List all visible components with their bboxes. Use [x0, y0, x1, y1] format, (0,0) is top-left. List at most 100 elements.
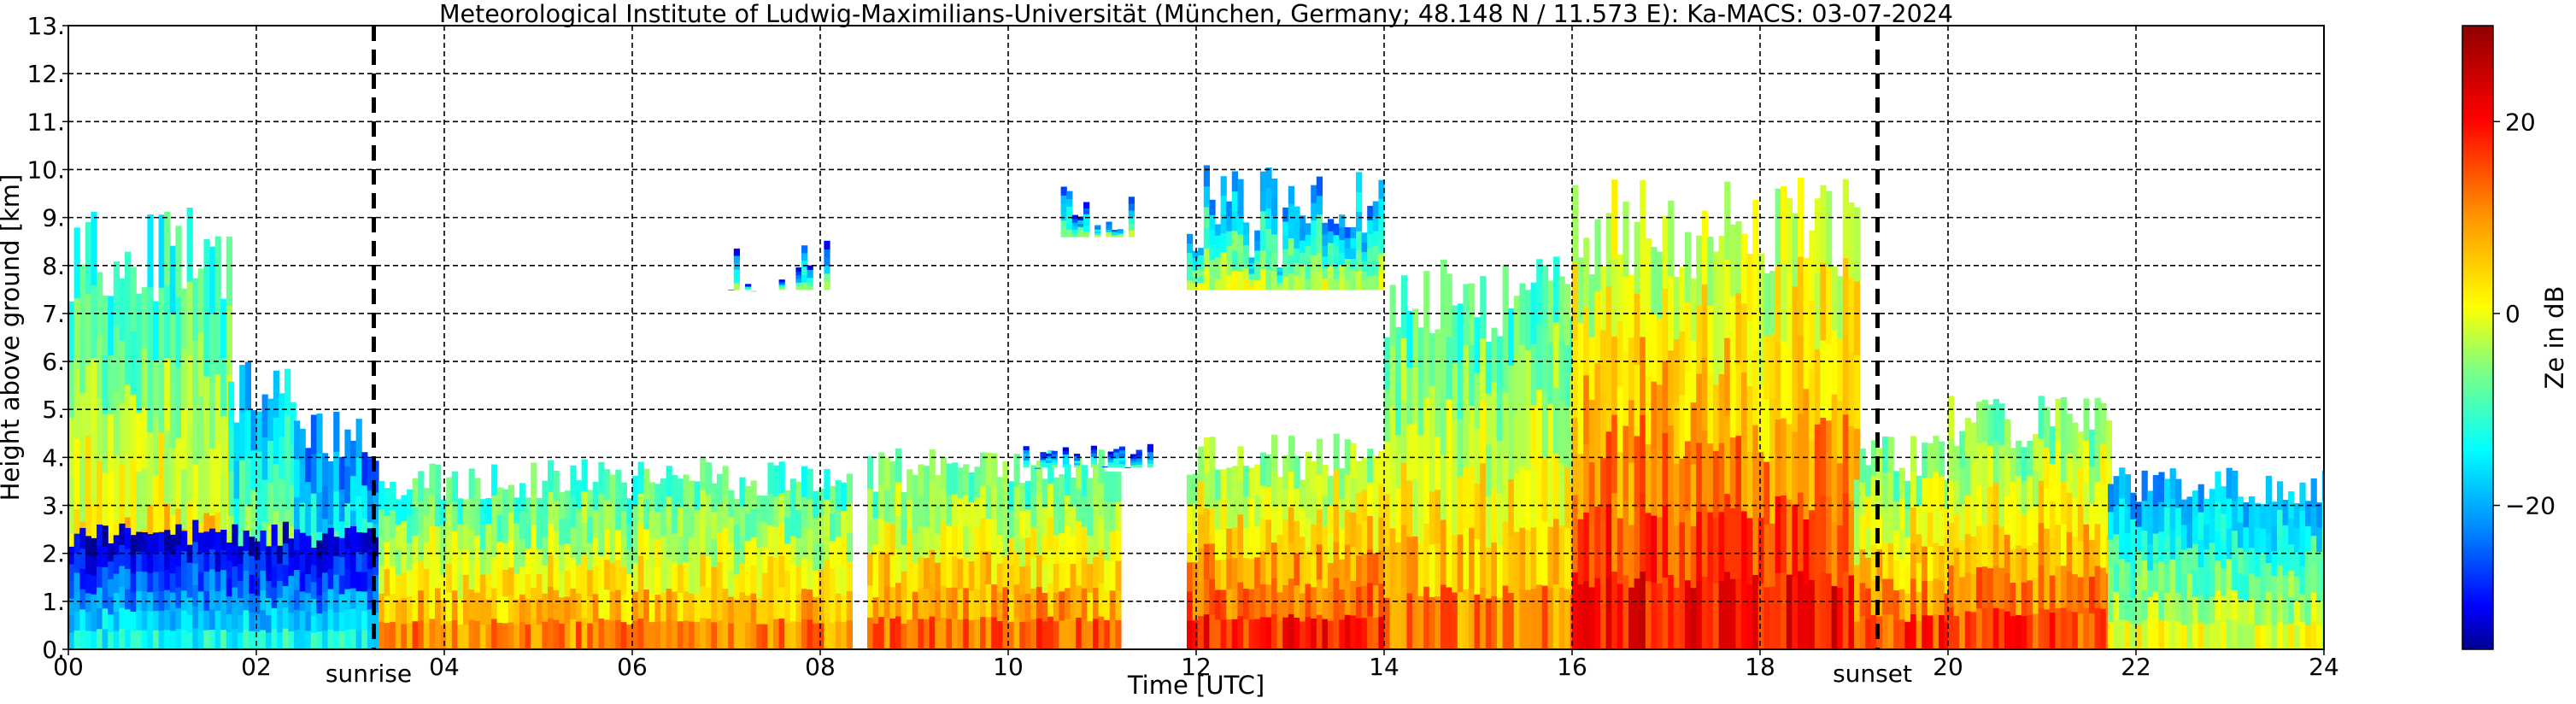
echo-cell: [1294, 455, 1300, 490]
echo-cell: [169, 611, 176, 631]
echo-cell: [818, 489, 824, 516]
echo-cell: [181, 531, 188, 552]
echo-cell: [1622, 425, 1629, 501]
echo-cell: [186, 562, 193, 581]
echo-cell: [1237, 234, 1244, 254]
echo-cell: [273, 463, 279, 511]
echo-cell: [1729, 366, 1736, 438]
echo-cell: [288, 575, 295, 595]
echo-cell: [1002, 618, 1009, 649]
echo-cell: [745, 622, 752, 649]
echo-cell: [1746, 583, 1753, 649]
echo-cell: [1259, 269, 1266, 290]
echo-cell: [1870, 579, 1877, 615]
echo-cell: [1344, 238, 1351, 249]
echo-cell: [68, 417, 75, 476]
echo-cell: [1071, 214, 1078, 220]
echo-cell: [1316, 578, 1323, 615]
echo-cell: [1525, 290, 1532, 350]
echo-cell: [1547, 465, 1554, 527]
echo-cell: [778, 586, 785, 619]
echo-cell: [767, 618, 774, 649]
echo-cell: [929, 549, 936, 584]
echo-cell: [717, 590, 724, 621]
echo-cell: [2203, 549, 2210, 575]
echo-cell: [418, 501, 425, 531]
echo-cell: [717, 561, 724, 592]
echo-cell: [694, 621, 701, 649]
echo-cell: [2072, 611, 2079, 649]
echo-cell: [1668, 499, 1675, 575]
echo-cell: [581, 554, 588, 587]
echo-cell: [1243, 278, 1250, 290]
echo-cell: [1065, 525, 1071, 558]
echo-cell: [282, 628, 289, 649]
echo-cell: [1826, 191, 1833, 268]
echo-cell: [1070, 535, 1077, 565]
echo-cell: [1053, 592, 1059, 622]
echo-cell: [2203, 624, 2210, 649]
echo-cell: [502, 569, 509, 597]
echo-cell: [1842, 179, 1849, 258]
echo-cell: [1192, 276, 1199, 284]
echo-cell: [666, 619, 672, 649]
echo-cell: [1987, 567, 1994, 609]
echo-cell: [1741, 441, 1748, 512]
echo-cell: [1463, 588, 1470, 649]
echo-cell: [2049, 575, 2056, 613]
echo-cell: [564, 543, 571, 571]
echo-cell: [672, 533, 678, 563]
echo-cell: [1953, 513, 1960, 549]
echo-cell: [1002, 492, 1009, 525]
echo-cell: [119, 278, 126, 341]
y-tick-label: 4.: [42, 443, 65, 472]
echo-cell: [1008, 593, 1015, 622]
echo-cell: [1361, 489, 1368, 522]
echo-cell: [1553, 387, 1560, 454]
echo-cell: [1098, 516, 1105, 550]
echo-cell: [1480, 337, 1487, 402]
echo-cell: [2169, 559, 2176, 590]
echo-cell: [250, 490, 257, 531]
echo-cell: [1922, 511, 1928, 547]
echo-cell: [1282, 248, 1289, 263]
echo-cell: [1628, 337, 1635, 401]
echo-cell: [232, 545, 238, 567]
echo-cell: [1679, 458, 1686, 523]
echo-cell: [1356, 586, 1363, 619]
echo-cell: [818, 569, 824, 596]
echo-cell: [841, 593, 848, 622]
echo-cell: [2305, 575, 2312, 601]
echo-cell: [2072, 573, 2079, 613]
echo-cell: [97, 607, 103, 630]
echo-cell: [1271, 271, 1278, 290]
echo-cell: [946, 525, 953, 557]
echo-cell: [1981, 441, 1988, 484]
echo-cell: [513, 497, 520, 524]
echo-cell: [1282, 617, 1289, 649]
echo-cell: [750, 621, 757, 649]
echo-cell: [824, 249, 830, 258]
echo-cell: [872, 518, 879, 545]
echo-cell: [1215, 619, 1222, 649]
echo-cell: [795, 509, 802, 538]
echo-cell: [824, 469, 830, 500]
echo-cell: [1294, 261, 1300, 277]
echo-cell: [813, 490, 819, 519]
echo-cell: [1508, 478, 1515, 537]
echo-cell: [733, 268, 740, 277]
echo-cell: [97, 566, 103, 588]
x-axis-label: Time [UTC]: [1127, 671, 1265, 700]
echo-cell: [2271, 575, 2278, 601]
echo-cell: [1288, 185, 1294, 204]
echo-cell: [1187, 271, 1194, 281]
echo-cell: [1976, 443, 1983, 485]
echo-cell: [2147, 623, 2154, 649]
echo-cell: [305, 448, 312, 483]
echo-cell: [1617, 320, 1623, 387]
echo-cell: [750, 593, 757, 622]
echo-cell: [2175, 592, 2182, 622]
echo-cell: [1344, 544, 1351, 580]
echo-cell: [1024, 537, 1031, 566]
echo-cell: [564, 596, 571, 624]
